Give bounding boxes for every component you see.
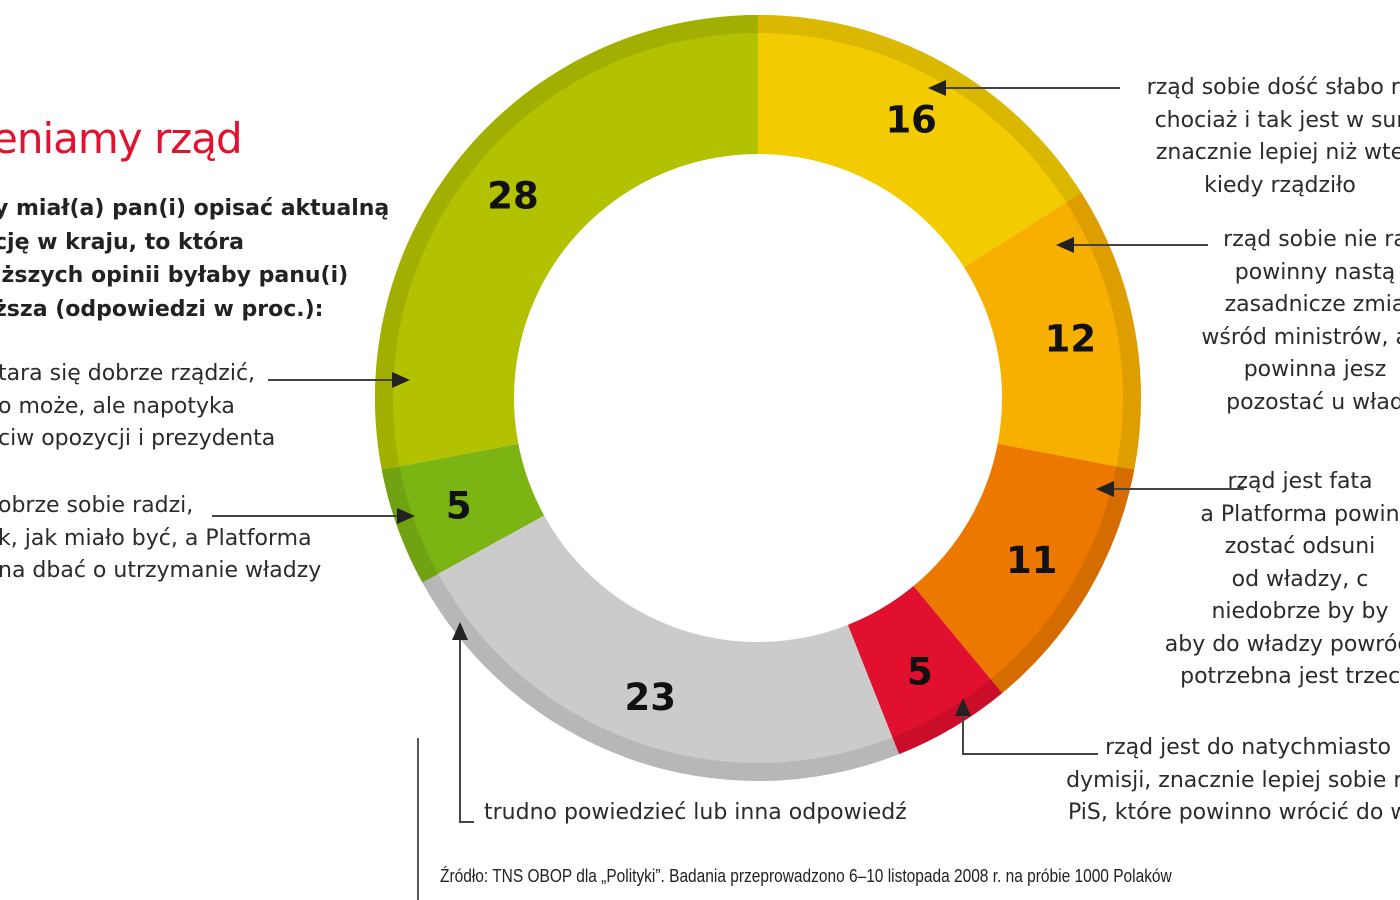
donut-slice xyxy=(422,515,899,782)
annotation-slice-12: rząd sobie nie ra powinny nastą zasadnic… xyxy=(1150,224,1400,419)
annotation-line: od władzy, c xyxy=(1231,566,1369,592)
annotation-line: pozostać u wład xyxy=(1226,389,1400,415)
donut-slice-rim xyxy=(892,679,1003,755)
annotation-leader-lines xyxy=(212,80,1244,823)
slice-value-label: 16 xyxy=(885,98,937,141)
annotation-slice-28: tara się dobrze rządzić, o może, ale nap… xyxy=(0,358,275,456)
donut-slice-rim xyxy=(422,573,899,782)
annotation-slice-23: trudno powiedzieć lub inna odpowiedź xyxy=(484,797,907,830)
annotation-line: dymisji, znacznie lepiej sobie rad xyxy=(1066,767,1400,793)
donut-slice xyxy=(913,443,1135,694)
annotation-line: obrze sobie radzi, xyxy=(0,493,194,518)
question-line: iższych opinii byłaby panu(i) xyxy=(0,263,349,288)
annotation-slice-11: rząd jest fata a Platforma powin zostać … xyxy=(1105,466,1400,694)
annotation-line: aby do władzy powróciło xyxy=(1164,631,1400,657)
donut-slices xyxy=(375,15,1141,782)
annotation-line: kiedy rządziło xyxy=(1204,172,1356,198)
question-line: ższa (odpowiedzi w proc.): xyxy=(0,296,324,322)
question-line: y miał(a) pan(i) opisać aktualną xyxy=(0,196,390,221)
donut-slice-rim xyxy=(758,15,1082,203)
source-note: Źródło: TNS OBOP dla „Polityki”. Badania… xyxy=(440,866,1172,886)
slice-value-labels: 16 12 11 5 23 5 28 xyxy=(446,98,1096,719)
donut-slice-rim xyxy=(1066,192,1141,470)
annotation-line: zasadnicze zmia xyxy=(1224,292,1400,317)
annotation-line: wśród ministrów, ale xyxy=(1201,324,1400,350)
slice-value-label: 12 xyxy=(1045,317,1097,360)
annotation-line: rząd jest fata xyxy=(1227,469,1373,494)
annotation-line: chociaż i tak jest w sur xyxy=(1154,107,1400,133)
annotation-slice-5-green: obrze sobie radzi, k, jak miało być, a P… xyxy=(0,490,321,588)
annotation-line: powinna jesz xyxy=(1243,357,1387,382)
annotation-line: na dbać o utrzymanie władzy xyxy=(0,558,322,583)
annotation-line: rząd sobie nie ra xyxy=(1223,227,1400,252)
annotation-leader-line xyxy=(452,622,474,823)
annotation-line: powinny nastą xyxy=(1234,259,1396,285)
annotation-line: ciw opozycji i prezydenta xyxy=(0,426,276,451)
divider-line xyxy=(417,738,419,900)
slice-value-label: 11 xyxy=(1006,539,1058,582)
annotation-slice-16: rząd sobie dość słabo ra chociaż i tak j… xyxy=(1100,72,1400,202)
annotation-line: znacznie lepiej niż wte xyxy=(1155,140,1400,165)
annotation-slice-5-red: rząd jest do natychmiasto dymisji, znacz… xyxy=(1018,732,1400,830)
donut-slice xyxy=(758,15,1082,268)
chart-title: eniamy rząd xyxy=(0,114,243,163)
donut-slice-rim xyxy=(381,466,439,583)
annotation-line: k, jak miało być, a Platforma xyxy=(0,525,312,551)
annotation-line: rząd sobie dość słabo ra xyxy=(1146,75,1400,100)
slice-value-label: 5 xyxy=(907,651,933,694)
survey-question: y miał(a) pan(i) opisać aktualną cję w k… xyxy=(0,192,389,326)
slice-value-label: 23 xyxy=(625,676,677,719)
annotation-line: potrzebna jest trzecia xyxy=(1180,664,1400,689)
annotation-line: niedobrze by by xyxy=(1211,599,1389,624)
annotation-line: zostać odsuni xyxy=(1224,534,1376,559)
annotation-line: o może, ale napotyka xyxy=(0,393,235,419)
annotation-line: tara się dobrze rządzić, xyxy=(0,361,256,386)
annotation-line: PiS, które powinno wrócić do wła xyxy=(1067,800,1400,825)
annotation-line: a Platforma powin xyxy=(1200,501,1400,527)
donut-slice xyxy=(375,15,758,470)
annotation-leader-line xyxy=(955,698,1098,755)
annotation-line: rząd jest do natychmiasto xyxy=(1105,735,1391,760)
annotation-line: trudno powiedzieć lub inna odpowiedź xyxy=(484,800,907,825)
question-line: cję w kraju, to która xyxy=(0,229,244,255)
slice-value-label: 28 xyxy=(487,174,539,217)
slice-value-label: 5 xyxy=(446,485,472,528)
